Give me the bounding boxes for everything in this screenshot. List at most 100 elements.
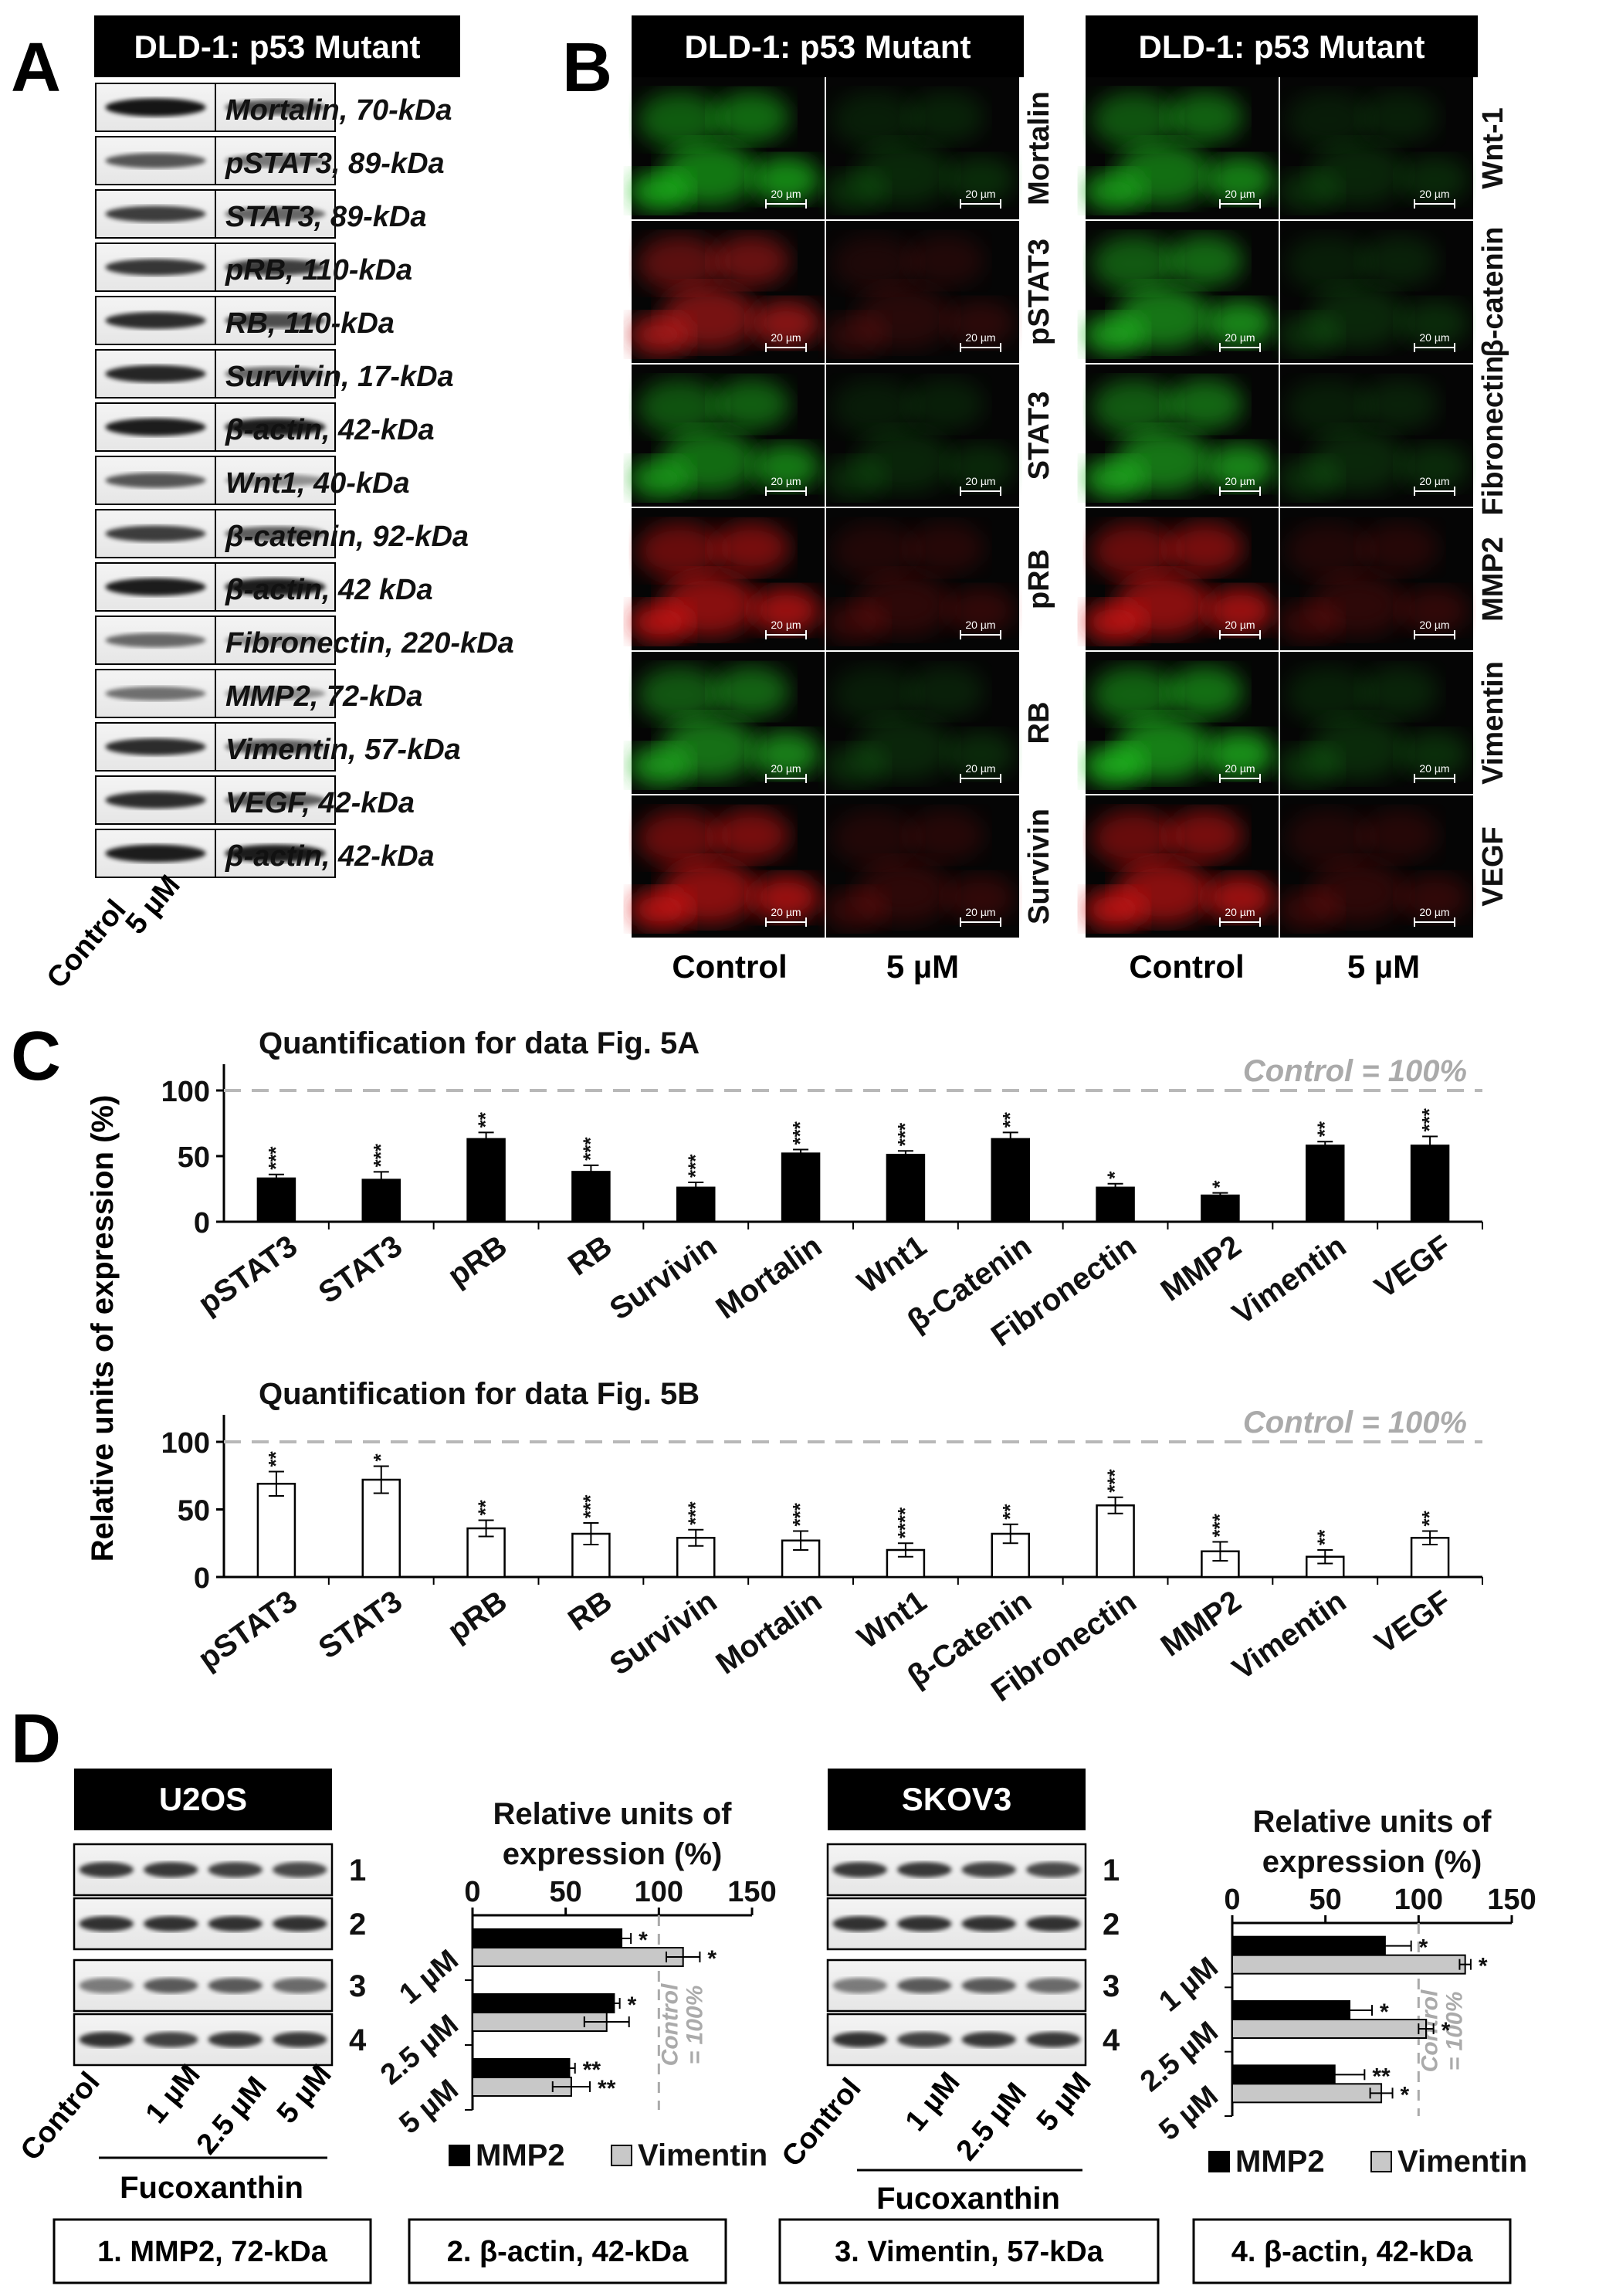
significance-mark: ** [1372, 2064, 1391, 2089]
panel-b-header-right-text: DLD-1: p53 Mutant [1139, 29, 1425, 65]
scale-bar-label: 20 µm [1419, 619, 1449, 631]
x-tick-label: STAT3 [313, 1229, 408, 1310]
y-tick-label: 50 [178, 1495, 210, 1528]
legend-swatch-vimentin [1370, 2151, 1392, 2172]
blot-row: 3 [826, 1959, 1120, 2013]
reference-label: Control = 100% [1243, 1054, 1467, 1088]
band-control [105, 205, 206, 222]
micrograph-control: 20 µm [1083, 652, 1279, 794]
significance-mark: *** [264, 1146, 287, 1170]
band-label: β-catenin, 92-kDa [225, 521, 469, 553]
fluorescence-signal [824, 314, 886, 355]
bar-mmp2 [472, 1928, 623, 1948]
blot-band [144, 2032, 198, 2047]
scale-bar-label: 20 µm [1225, 475, 1255, 487]
fluorescence-signal [907, 235, 984, 287]
micrograph-control: 20 µm [629, 652, 825, 794]
bar-mmp2 [472, 1993, 615, 2013]
bar [256, 1177, 296, 1223]
panel-b-micrographs-right: 20 µm 20 µm Wnt-1 20 µm 20 µm β-catenin 20 µm 2… [1083, 77, 1509, 938]
x-tick-label: VEGF [1369, 1584, 1457, 1660]
bar [886, 1154, 926, 1223]
blot-row-number: 4 [1103, 2023, 1120, 2057]
band-control [105, 153, 206, 168]
panel-a-band-row [95, 349, 336, 398]
skov3-header: SKOV3 [828, 1769, 1086, 1830]
u2os-header-text: U2OS [159, 1781, 247, 1817]
significance-mark: ** [1313, 1529, 1336, 1545]
x-tick-label: RB [562, 1229, 618, 1282]
significance-mark: **** [893, 1507, 916, 1538]
band-control [105, 578, 206, 596]
band-label: β-actin, 42-kDa [225, 840, 435, 873]
significance-mark: ** [474, 1499, 497, 1515]
panel-b-header-left: DLD-1: p53 Mutant [632, 15, 1024, 77]
legend-label-vimentin: Vimentin [638, 2138, 767, 2172]
fluorescence-signal [946, 300, 1015, 347]
panel-a-band-row [95, 242, 336, 292]
band-control [105, 792, 206, 809]
fluorescence-signal [1091, 235, 1177, 292]
fluorescence-signal [907, 91, 984, 143]
legend-swatch-vimentin [611, 2145, 632, 2166]
legend-swatch-mmp2 [449, 2145, 470, 2166]
fluorescence-signal [1278, 888, 1340, 930]
significance-mark: * [1380, 1999, 1389, 2025]
reference-label-line2: = 100% [682, 1986, 707, 2065]
micrograph-row-label: STAT3 [1023, 392, 1055, 480]
reference-label-line1: Control [657, 1983, 683, 2066]
fluorescence-signal [751, 156, 821, 203]
fluorescence-signal [1083, 888, 1146, 930]
fluorescence-signal [1167, 522, 1244, 574]
skov3-blot: 1 2 3 4 [826, 1843, 1120, 2067]
panel-letter-c: C [11, 1018, 61, 1095]
scale-bar-label: 20 µm [965, 906, 995, 918]
significance-mark: *** [683, 1154, 706, 1178]
blot-band [1026, 1978, 1081, 1993]
fluorescence-signal [832, 522, 917, 579]
micrograph-5um: 20 µm [824, 508, 1019, 650]
bar-vimentin [1231, 2083, 1383, 2104]
fluorescence-signal [1361, 235, 1438, 287]
fluorescence-signal [1278, 457, 1340, 499]
fluorescence-signal [1278, 170, 1340, 212]
band-5um [225, 844, 326, 863]
fluorescence-signal [824, 601, 886, 643]
fluorescence-signal [1167, 378, 1244, 430]
micrograph-row-label: RB [1023, 702, 1055, 744]
fluorescence-signal [1286, 378, 1371, 436]
significance-mark: *** [369, 1143, 392, 1167]
significance-mark: * [1208, 1180, 1231, 1189]
fluorescence-signal [946, 874, 1015, 921]
blot-band [897, 1862, 952, 1877]
fluorescence-signal [1361, 666, 1438, 717]
band-label: VEGF, 42-kDa [225, 787, 415, 819]
band-5um [225, 526, 326, 541]
u2os-lane-1um: 1 µM [140, 2058, 207, 2129]
bar [781, 1152, 821, 1223]
panel-a-band-row [95, 402, 336, 452]
y-tick-label: 0 [194, 1562, 210, 1595]
fluorescence-signal [824, 744, 886, 786]
fluorescence-signal [637, 235, 723, 292]
significance-mark: * [369, 1453, 392, 1462]
band-5um [225, 206, 326, 222]
chart-u2os: Relative units of expression (%) 0 50 100 150… [374, 1797, 776, 2172]
significance-mark: * [1479, 1954, 1488, 1979]
micrograph-control: 20 µm [629, 221, 825, 363]
micrograph-control: 20 µm [629, 508, 825, 650]
significance-mark: * [1401, 2082, 1410, 2108]
fluorescence-signal [1361, 378, 1438, 430]
fluorescence-signal [1361, 809, 1438, 861]
fluorescence-signal [1091, 666, 1177, 723]
u2os-blot: 1 2 3 4 [73, 1843, 367, 2067]
fluorescence-signal [1167, 235, 1244, 287]
micrograph-control: 20 µm [1083, 365, 1279, 507]
blot-row: 4 [826, 2013, 1120, 2067]
band-5um [225, 634, 326, 646]
micrograph-5um: 20 µm [1278, 221, 1473, 363]
panel-a-header: DLD-1: p53 Mutant [94, 15, 460, 77]
band-label: Wnt1, 40-kDa [225, 467, 410, 500]
fluorescence-signal [1091, 809, 1177, 867]
band-5um [225, 313, 326, 328]
